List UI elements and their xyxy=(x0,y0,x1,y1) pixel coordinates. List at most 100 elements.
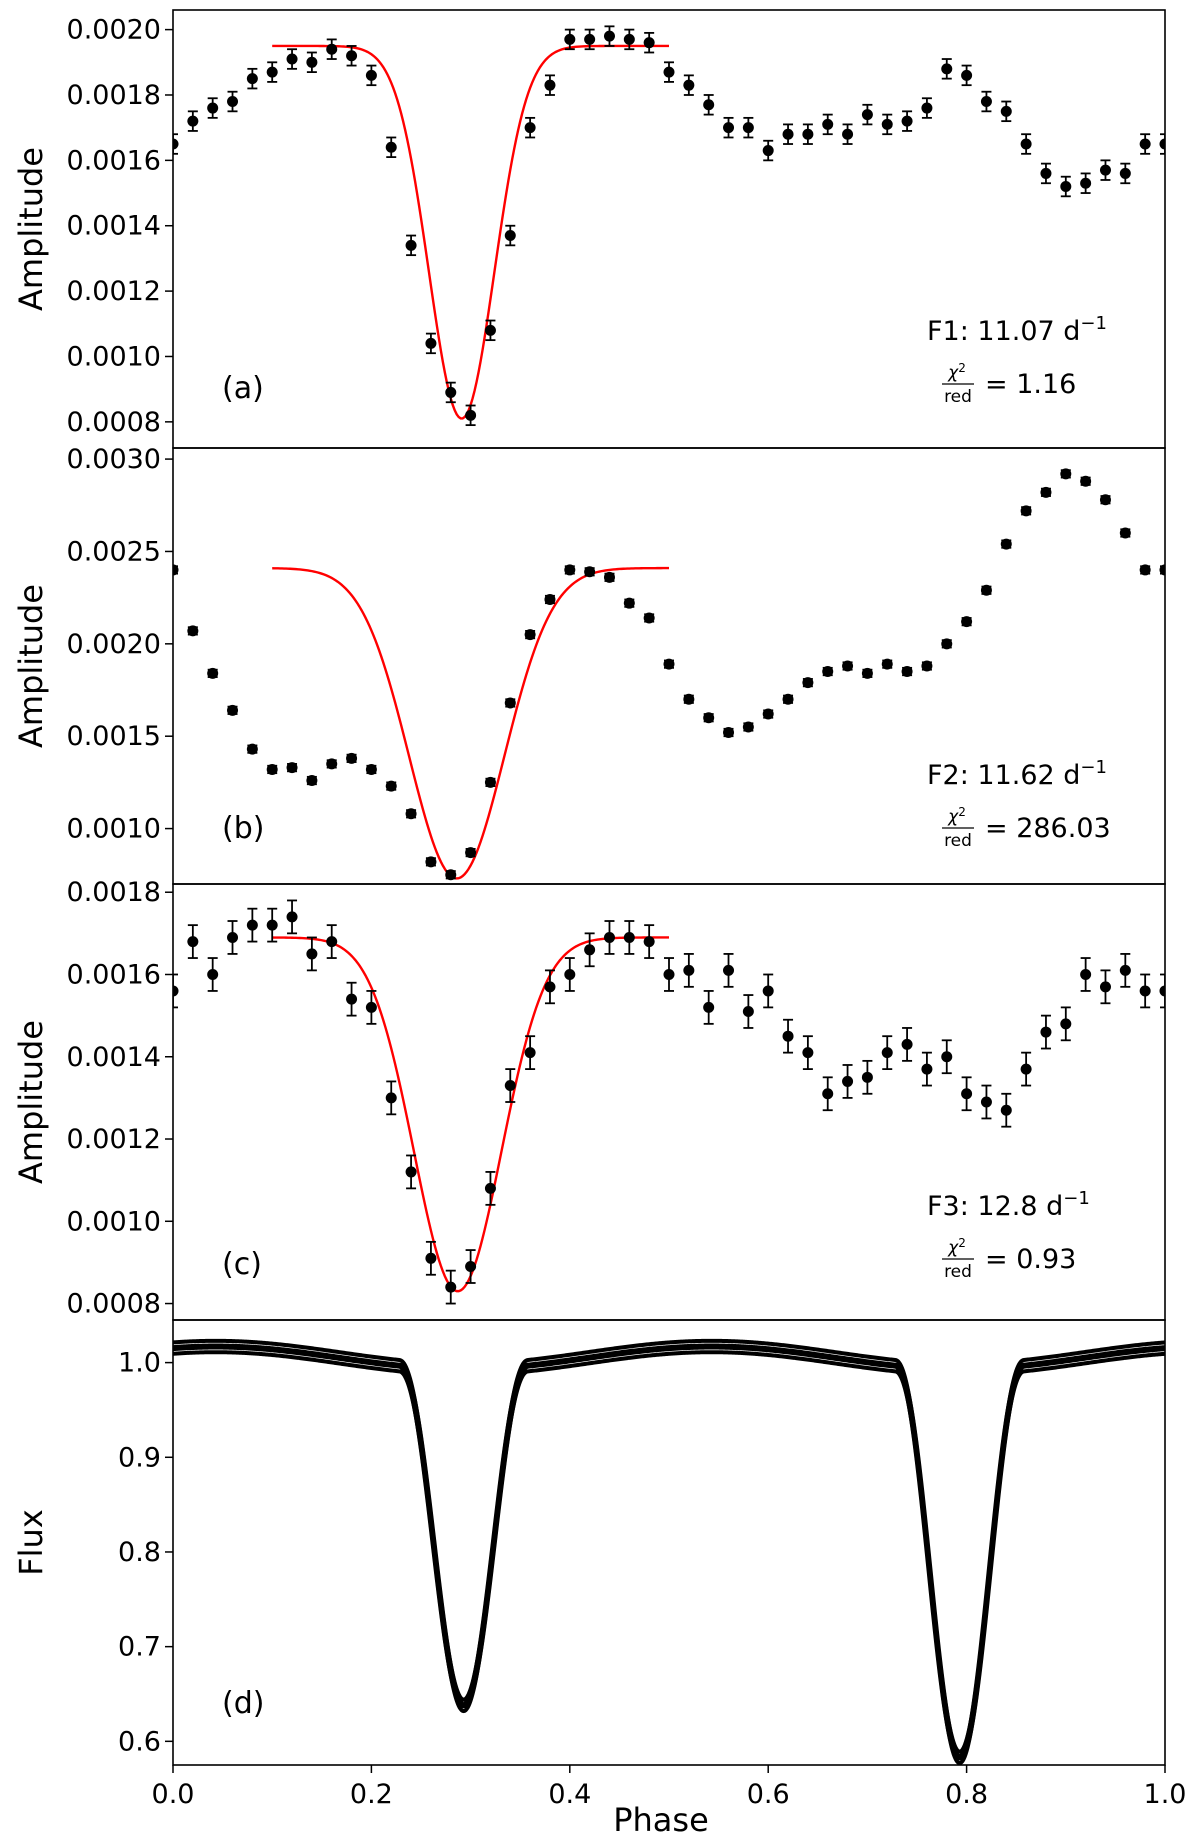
data-point xyxy=(1080,475,1092,487)
data-point xyxy=(802,128,814,140)
data-point xyxy=(564,33,576,45)
data-point xyxy=(842,660,854,672)
data-point xyxy=(623,33,635,45)
data-point xyxy=(207,968,219,980)
data-point xyxy=(861,109,873,121)
data-point xyxy=(564,564,576,576)
data-point xyxy=(980,96,992,108)
chi-symbol: χ2 xyxy=(947,1236,966,1258)
data-point xyxy=(385,780,397,792)
data-point xyxy=(286,762,298,774)
y-tick-label: 0.0010 xyxy=(67,1206,161,1237)
data-point xyxy=(306,775,318,787)
panel-label: (a) xyxy=(222,371,264,406)
x-tick-label: 1.0 xyxy=(1144,1779,1187,1810)
y-tick-label: 0.0030 xyxy=(67,444,161,475)
data-point xyxy=(346,993,358,1005)
panel-b: 0.0010 0.0015 0.0020 0.0025 0.0030 Amplitude (… xyxy=(12,444,1166,885)
data-point xyxy=(683,693,695,705)
chi-subscript: red xyxy=(944,387,972,407)
data-point xyxy=(425,856,437,868)
data-point xyxy=(1099,981,1111,993)
data-point xyxy=(663,658,675,670)
chi-symbol: χ2 xyxy=(947,361,966,383)
y-tick-label: 0.0025 xyxy=(67,536,161,567)
data-point xyxy=(643,37,655,49)
y-tick-label: 0.9 xyxy=(118,1442,161,1473)
model-fit-curve xyxy=(272,44,669,420)
data-point xyxy=(961,69,973,81)
data-point xyxy=(1060,1018,1072,1030)
data-point xyxy=(782,693,794,705)
data-point xyxy=(173,138,179,150)
data-point xyxy=(663,66,675,78)
data-point xyxy=(326,936,338,948)
axes-frame xyxy=(172,1319,1166,1766)
y-tick-label: 0.0016 xyxy=(67,145,161,176)
frequency-annotation: F3: 12.8 d−1 xyxy=(927,1188,1090,1222)
y-tick-label: 0.0020 xyxy=(67,15,161,46)
data-point xyxy=(346,752,358,764)
data-point xyxy=(802,1047,814,1059)
light-curve-lower xyxy=(173,1350,1165,1765)
data-point xyxy=(762,708,774,720)
y-tick-label: 0.0020 xyxy=(67,629,161,660)
data-point xyxy=(1099,494,1111,506)
data-point xyxy=(1040,1026,1052,1038)
model-fit-curve xyxy=(272,936,670,1293)
data-point xyxy=(941,638,953,650)
data-point xyxy=(1159,985,1165,997)
y-axis-label: Amplitude xyxy=(12,147,50,311)
data-layer-a xyxy=(173,25,1165,427)
data-point xyxy=(1119,964,1131,976)
data-point xyxy=(1159,138,1165,150)
data-point xyxy=(623,931,635,943)
data-point xyxy=(326,43,338,55)
data-point xyxy=(1060,181,1072,193)
data-point xyxy=(941,63,953,75)
data-point xyxy=(504,1080,516,1092)
data-point xyxy=(1139,138,1151,150)
panel-label: (c) xyxy=(222,1247,262,1282)
data-point xyxy=(385,1092,397,1104)
chi-subscript: red xyxy=(944,831,972,851)
data-point xyxy=(683,964,695,976)
model-fit-curve xyxy=(272,566,669,880)
y-tick-label: 0.0008 xyxy=(67,407,161,438)
data-point xyxy=(1000,1104,1012,1116)
data-point xyxy=(842,128,854,140)
data-point xyxy=(703,1001,715,1013)
data-point xyxy=(544,79,556,91)
frequency-annotation: F2: 11.62 d−1 xyxy=(927,757,1107,791)
data-point xyxy=(187,625,199,637)
data-point xyxy=(941,1051,953,1063)
data-point xyxy=(881,1047,893,1059)
data-point xyxy=(861,1071,873,1083)
data-point xyxy=(782,128,794,140)
data-point xyxy=(822,1088,834,1100)
chi-value: = 1.16 xyxy=(985,369,1076,400)
data-point xyxy=(961,616,973,628)
data-point xyxy=(445,1281,457,1293)
data-point xyxy=(246,743,258,755)
data-point xyxy=(742,721,754,733)
y-axis-label: Amplitude xyxy=(12,584,50,748)
data-layer-c xyxy=(173,899,1165,1305)
data-point xyxy=(584,944,596,956)
x-tick-label: 0.2 xyxy=(350,1779,393,1810)
data-point xyxy=(564,968,576,980)
chi-value: = 286.03 xyxy=(985,813,1111,844)
data-point xyxy=(1099,164,1111,176)
data-point xyxy=(227,96,239,108)
data-point xyxy=(1080,177,1092,189)
y-axis-label: Flux xyxy=(12,1509,50,1576)
data-point xyxy=(365,763,377,775)
data-point xyxy=(643,612,655,624)
y-tick-label: 0.0010 xyxy=(67,341,161,372)
data-point xyxy=(1060,468,1072,480)
data-point xyxy=(173,564,179,576)
data-point xyxy=(246,919,258,931)
data-point xyxy=(504,697,516,709)
data-point xyxy=(484,324,496,336)
data-point xyxy=(544,593,556,605)
